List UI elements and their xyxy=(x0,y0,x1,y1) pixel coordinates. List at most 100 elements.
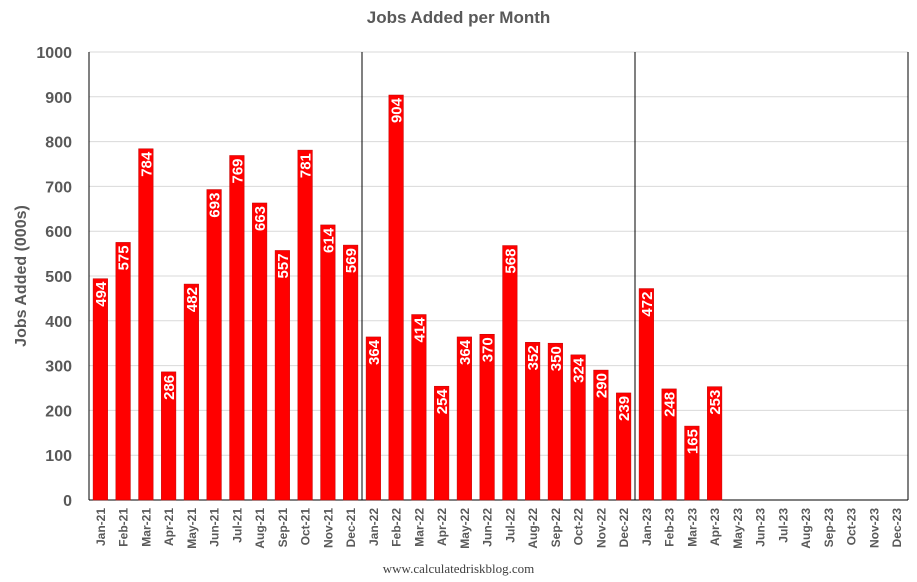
data-label: 239 xyxy=(616,396,633,421)
x-tick-label: Feb-21 xyxy=(117,508,131,547)
bar xyxy=(570,354,586,501)
x-tick-label: Oct-23 xyxy=(845,508,859,546)
bar xyxy=(661,388,677,501)
bar xyxy=(365,336,381,501)
bar xyxy=(388,94,404,501)
x-tick-label: Jun-22 xyxy=(481,508,495,547)
data-label: 350 xyxy=(548,346,565,371)
x-tick-label: Aug-22 xyxy=(526,508,540,549)
chart-title: Jobs Added per Month xyxy=(366,8,551,27)
x-tick-label: Oct-22 xyxy=(572,508,586,546)
data-label: 472 xyxy=(639,292,656,317)
bar xyxy=(206,189,222,501)
bar xyxy=(638,288,654,501)
data-label: 370 xyxy=(480,337,497,362)
data-label: 254 xyxy=(434,389,451,415)
x-tick-label: Jul-21 xyxy=(230,508,244,543)
y-axis-label: Jobs Added (000s) xyxy=(13,205,30,347)
bar xyxy=(320,224,336,501)
x-tick-label: Dec-23 xyxy=(890,508,904,548)
data-label: 784 xyxy=(138,151,155,177)
data-label: 414 xyxy=(411,317,428,343)
x-tick-label: Dec-21 xyxy=(344,508,358,548)
x-tick-label: May-21 xyxy=(185,508,199,549)
x-tick-label: Nov-23 xyxy=(867,508,881,548)
bar xyxy=(502,245,518,501)
bar xyxy=(616,392,632,501)
data-label: 614 xyxy=(320,227,337,253)
y-tick-label: 100 xyxy=(45,448,72,465)
data-label: 769 xyxy=(229,158,246,183)
data-label: 290 xyxy=(593,373,610,398)
data-label: 663 xyxy=(252,206,269,231)
bar xyxy=(411,314,427,501)
x-tick-label: Sep-22 xyxy=(549,508,563,548)
x-tick-label: Jan-22 xyxy=(367,508,381,546)
bar xyxy=(525,342,541,501)
x-tick-label: Jan-21 xyxy=(94,508,108,546)
data-label: 693 xyxy=(207,193,224,218)
x-tick-label: Nov-22 xyxy=(594,508,608,548)
x-tick-label: Jan-23 xyxy=(640,508,654,546)
bar xyxy=(274,250,290,501)
data-label: 248 xyxy=(662,392,679,417)
data-label: 781 xyxy=(298,153,315,178)
data-label: 364 xyxy=(457,339,474,365)
y-tick-label: 300 xyxy=(45,359,72,376)
data-label: 482 xyxy=(184,287,201,312)
x-tick-label: Aug-21 xyxy=(253,508,267,549)
y-tick-label: 500 xyxy=(45,269,72,286)
data-label: 494 xyxy=(93,281,110,307)
data-label: 569 xyxy=(343,248,360,273)
x-tick-label: Mar-22 xyxy=(412,508,426,547)
data-label: 165 xyxy=(684,429,701,454)
data-label: 352 xyxy=(525,345,542,370)
bar xyxy=(456,336,472,501)
y-tick-label: 1000 xyxy=(36,45,72,62)
data-label: 364 xyxy=(366,339,383,365)
bar xyxy=(434,385,450,501)
data-label: 904 xyxy=(389,97,406,123)
bar xyxy=(684,425,700,501)
x-tick-label: Apr-22 xyxy=(435,508,449,546)
x-tick-label: May-23 xyxy=(731,508,745,549)
x-tick-label: Feb-22 xyxy=(390,508,404,547)
y-tick-label: 200 xyxy=(45,403,72,420)
x-tick-label: Apr-23 xyxy=(708,508,722,546)
data-label: 575 xyxy=(116,245,133,270)
x-tick-label: Oct-21 xyxy=(299,508,313,546)
bar xyxy=(547,342,563,501)
x-tick-label: Sep-21 xyxy=(276,508,290,548)
x-tick-label: May-22 xyxy=(458,508,472,549)
x-tick-label: Apr-21 xyxy=(162,508,176,546)
data-label: 286 xyxy=(161,375,178,400)
bar xyxy=(161,371,177,501)
x-tick-label: Jun-21 xyxy=(208,508,222,547)
source-label: www.calculatedriskblog.com xyxy=(382,561,535,576)
y-tick-label: 900 xyxy=(45,90,72,107)
bar xyxy=(115,242,131,501)
x-tick-label: Mar-23 xyxy=(685,508,699,547)
bar xyxy=(479,333,495,501)
x-tick-label: Dec-22 xyxy=(617,508,631,548)
bar xyxy=(229,155,245,501)
bar xyxy=(297,149,313,501)
x-tick-label: Nov-21 xyxy=(321,508,335,548)
y-tick-label: 800 xyxy=(45,135,72,152)
x-tick-label: Feb-23 xyxy=(663,508,677,547)
bar xyxy=(707,386,723,501)
x-tick-label: Sep-23 xyxy=(822,508,836,548)
bar xyxy=(138,148,154,501)
x-tick-label: Mar-21 xyxy=(139,508,153,547)
bar xyxy=(343,244,359,501)
x-tick-label: Jun-23 xyxy=(754,508,768,547)
data-label: 568 xyxy=(502,249,519,274)
y-tick-label: 700 xyxy=(45,179,72,196)
x-tick-label: Jul-22 xyxy=(503,508,517,543)
y-tick-label: 400 xyxy=(45,314,72,331)
y-tick-label: 600 xyxy=(45,224,72,241)
data-label: 324 xyxy=(571,357,588,383)
data-label: 557 xyxy=(275,253,292,278)
